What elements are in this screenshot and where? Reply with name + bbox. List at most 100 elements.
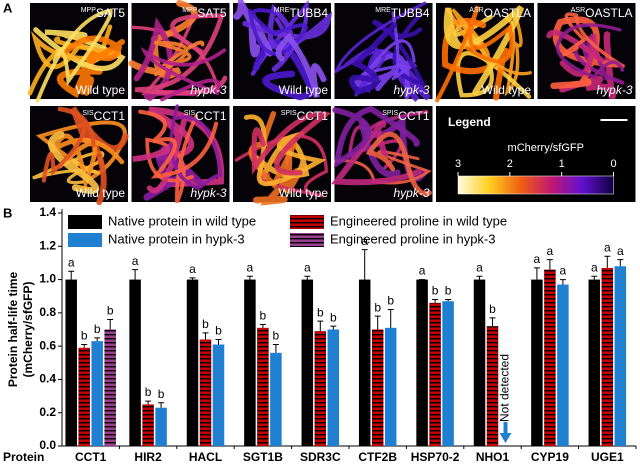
- condition-label: hypk-3: [190, 186, 226, 200]
- color-tick-label: 0: [610, 158, 616, 170]
- x-tick-label: SDR3C: [300, 450, 341, 464]
- x-tick-label: HACL: [189, 450, 222, 464]
- significance-letter: a: [132, 254, 139, 268]
- significance-letter: b: [260, 309, 267, 323]
- significance-letter: b: [107, 304, 114, 318]
- significance-letter: b: [81, 329, 88, 343]
- error-bar: [81, 343, 88, 348]
- error-bar: [546, 259, 553, 270]
- error-bar: [145, 400, 152, 405]
- legend-swatch: [68, 215, 102, 229]
- protein-label: TUBB4: [391, 6, 430, 20]
- bar: [104, 329, 116, 446]
- error-bar: [445, 299, 452, 302]
- panel-label: A: [3, 0, 13, 15]
- cell-signal: [247, 8, 308, 56]
- color-bar: [457, 175, 614, 195]
- cell-signal: [363, 11, 416, 81]
- protein-label: TUBB4: [289, 6, 328, 20]
- bar: [142, 404, 154, 446]
- prefix-label: SIS: [82, 110, 94, 117]
- condition-label: Wild type: [76, 186, 126, 200]
- bar: [91, 341, 103, 446]
- color-tick-label: 2: [507, 158, 513, 170]
- significance-letter: a: [476, 260, 483, 274]
- significance-letter: b: [145, 385, 152, 399]
- error-bar: [317, 320, 324, 332]
- color-tick-label: 3: [455, 158, 461, 170]
- prefix-label: SIS: [184, 110, 196, 117]
- bar: [531, 279, 543, 446]
- prefix-label: SPIS: [281, 110, 297, 117]
- error-bar: [259, 324, 266, 328]
- bar: [442, 301, 454, 446]
- error-bar: [387, 309, 394, 328]
- error-bar: [374, 315, 381, 330]
- y-tick-label: 1.0: [39, 272, 56, 286]
- cell-signal: [365, 131, 432, 197]
- significance-letter: b: [387, 294, 394, 308]
- legend-swatch: [290, 233, 324, 247]
- cell-signal: [138, 109, 219, 179]
- protein-label: OASTLA: [585, 6, 632, 20]
- bar: [155, 407, 167, 446]
- bar: [257, 327, 269, 446]
- error-bar: [559, 279, 566, 285]
- bar: [601, 267, 614, 446]
- cell-signal: [334, 150, 432, 185]
- significance-letter: a: [419, 264, 426, 278]
- protein-label: CCT1: [195, 109, 227, 123]
- error-bar: [189, 277, 196, 280]
- bar: [327, 329, 340, 446]
- protein-label: SAT5: [96, 6, 125, 20]
- error-bar: [132, 269, 139, 280]
- error-bar: [489, 317, 496, 327]
- x-tick-label: HIR2: [134, 450, 162, 464]
- significance-letter: a: [361, 234, 368, 248]
- significance-letter: a: [617, 244, 624, 258]
- x-axis-label: Protein: [3, 450, 44, 464]
- condition-label: hypk-3: [393, 186, 429, 200]
- cell-signal: [555, 23, 625, 79]
- significance-letter: b: [432, 284, 439, 298]
- bar: [614, 266, 627, 446]
- error-bar: [533, 267, 540, 280]
- error-bar: [107, 319, 114, 330]
- y-tick-label: 0.2: [39, 405, 56, 419]
- condition-label: Wild type: [76, 83, 126, 97]
- significance-letter: a: [189, 262, 196, 276]
- annotation: Not detected: [498, 354, 512, 422]
- significance-letter: b: [158, 387, 165, 401]
- bar: [314, 331, 327, 446]
- error-bar: [246, 275, 253, 280]
- significance-letter: b: [330, 310, 337, 324]
- significance-letter: a: [304, 260, 311, 274]
- significance-letter: b: [215, 324, 222, 338]
- cell-signal: [441, 18, 511, 101]
- cell-signal: [332, 105, 420, 168]
- bar: [429, 302, 441, 446]
- significance-letter: b: [445, 284, 452, 298]
- y-tick-label: 0.8: [39, 305, 56, 319]
- bar: [416, 279, 428, 446]
- bar: [199, 339, 212, 446]
- cell-signal: [243, 114, 327, 187]
- significance-letter: a: [247, 260, 254, 274]
- bar: [129, 279, 141, 446]
- cell-signal: [35, 8, 113, 103]
- bar: [544, 269, 556, 446]
- bar: [186, 279, 199, 446]
- annotation-arrow-head: [499, 433, 512, 443]
- cell-signal: [140, 46, 227, 102]
- condition-label: Wild type: [279, 186, 329, 200]
- significance-letter: b: [489, 302, 496, 316]
- cell-signal: [132, 109, 188, 194]
- significance-letter: b: [273, 329, 280, 343]
- y-tick-label: 0.4: [39, 372, 56, 386]
- cell-signal: [275, 32, 327, 98]
- significance-letter: b: [202, 317, 209, 331]
- y-axis-label: Protein half-life time: [6, 272, 20, 388]
- significance-letter: a: [591, 260, 598, 274]
- bar: [212, 344, 225, 446]
- cell-signal: [435, 5, 514, 103]
